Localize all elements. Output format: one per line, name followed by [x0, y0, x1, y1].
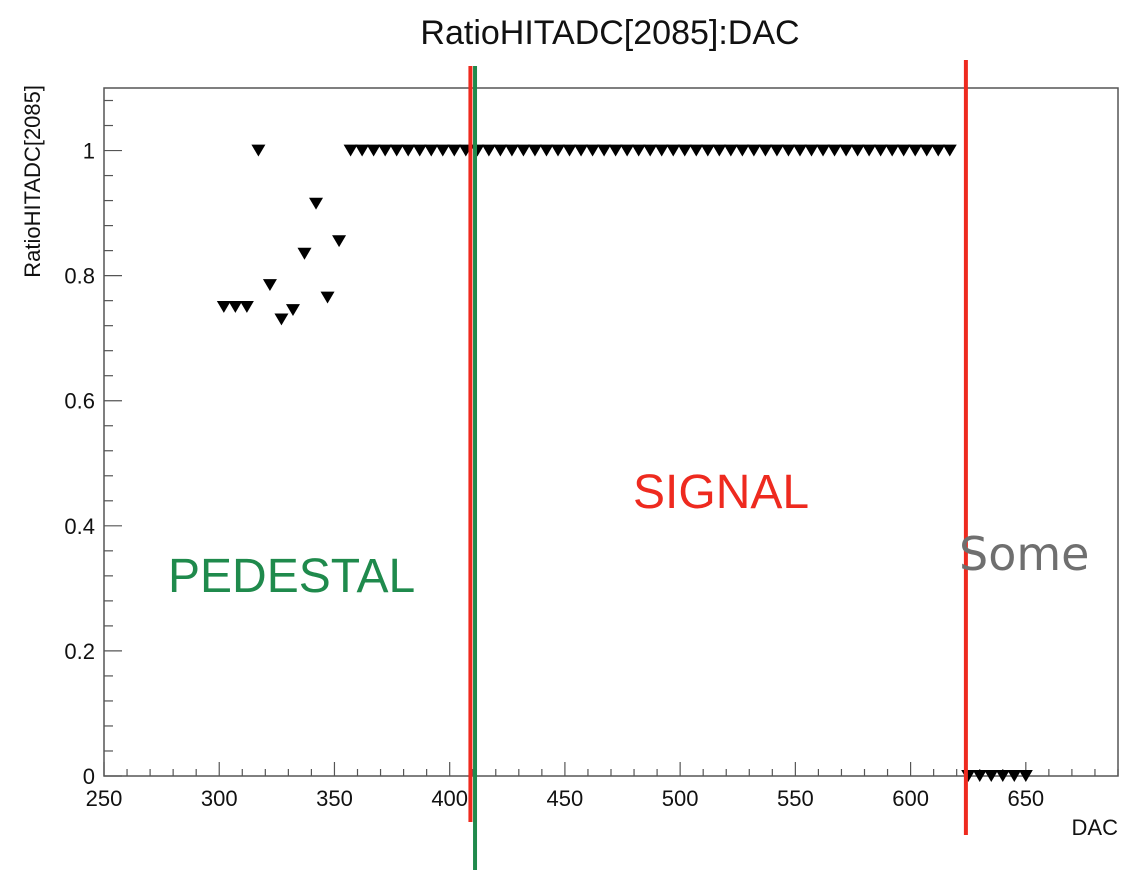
data-point	[274, 313, 289, 326]
data-point	[309, 197, 324, 210]
data-point	[723, 144, 738, 157]
data-point	[597, 144, 612, 157]
data-point	[908, 144, 923, 157]
data-point	[355, 144, 370, 157]
data-point	[378, 144, 393, 157]
x-tick-label: 350	[316, 786, 353, 811]
data-point	[527, 144, 542, 157]
data-point	[984, 770, 999, 782]
data-point	[942, 144, 957, 157]
y-axis: 0 0.2 0.4 0.6 0.8 1	[64, 99, 122, 789]
x-tick-label: 550	[777, 786, 814, 811]
x-tick-label: 600	[892, 786, 929, 811]
data-point	[539, 144, 554, 157]
x-tick-label: 250	[86, 786, 123, 811]
data-point	[735, 144, 750, 157]
data-point	[285, 304, 300, 316]
y-tick-label: 0.2	[64, 639, 95, 664]
data-point	[827, 144, 842, 157]
data-point	[885, 144, 900, 157]
pedestal-label: PEDESTAL	[168, 550, 415, 603]
data-point	[666, 144, 681, 157]
x-tick-label: 300	[201, 786, 238, 811]
y-axis-label: RatioHITADC[2085]	[20, 85, 45, 278]
data-point	[401, 144, 416, 157]
data-point	[493, 144, 508, 157]
data-point	[239, 300, 254, 313]
data-point	[550, 144, 565, 157]
data-point	[412, 144, 427, 157]
data-point	[995, 770, 1010, 782]
data-point	[608, 144, 623, 157]
data-point	[389, 144, 404, 157]
data-point	[262, 279, 277, 291]
data-point	[574, 144, 589, 157]
data-point	[700, 144, 715, 157]
x-tick-label: 650	[1007, 786, 1044, 811]
data-point	[850, 144, 865, 157]
data-point	[343, 144, 358, 157]
y-tick-label: 0.4	[64, 514, 95, 539]
data-point	[896, 144, 911, 157]
data-point	[919, 144, 934, 157]
data-point	[1007, 770, 1022, 782]
chart-title: RatioHITADC[2085]:DAC	[420, 14, 799, 52]
data-point	[320, 291, 335, 304]
data-point	[447, 144, 462, 157]
data-point	[470, 144, 485, 157]
data-point	[654, 144, 669, 157]
data-point	[769, 144, 784, 157]
data-point	[228, 300, 243, 313]
data-point	[216, 300, 231, 313]
data-point	[366, 144, 381, 157]
data-point	[251, 144, 266, 157]
data-point	[677, 144, 692, 157]
y-tick-label: 1	[83, 139, 95, 164]
data-point	[839, 144, 854, 157]
data-point	[516, 144, 531, 157]
y-tick-label: 0.6	[64, 389, 95, 414]
signal-label: SIGNAL	[633, 466, 809, 519]
y-tick-label: 0	[83, 764, 95, 789]
data-point	[792, 144, 807, 157]
x-tick-label: 400	[431, 786, 468, 811]
data-point	[481, 144, 496, 157]
data-point	[1018, 770, 1033, 782]
data-point	[620, 144, 635, 157]
data-point	[689, 144, 704, 157]
data-point	[424, 144, 439, 157]
region-lines	[468, 60, 968, 870]
data-point	[972, 770, 987, 782]
data-point	[562, 144, 577, 157]
data-point	[758, 144, 773, 157]
data-point	[504, 144, 519, 157]
data-point	[804, 144, 819, 157]
x-axis: 250 300 350 400 450 500 550 600 650	[86, 762, 1119, 811]
data-point	[585, 144, 600, 157]
data-point	[873, 144, 888, 157]
data-point	[746, 144, 761, 157]
x-axis-label: DAC	[1072, 815, 1119, 840]
data-point	[631, 144, 646, 157]
data-point	[332, 235, 347, 248]
some-label: Some	[959, 527, 1089, 581]
data-point	[816, 144, 831, 157]
data-point	[781, 144, 796, 157]
data-point	[435, 144, 450, 157]
y-tick-label: 0.8	[64, 264, 95, 289]
x-tick-label: 500	[662, 786, 699, 811]
data-point	[643, 144, 658, 157]
data-point	[931, 144, 946, 157]
x-tick-label: 450	[547, 786, 584, 811]
data-point	[297, 247, 312, 260]
data-point	[712, 144, 727, 157]
data-points	[216, 144, 1033, 782]
data-point	[862, 144, 877, 157]
